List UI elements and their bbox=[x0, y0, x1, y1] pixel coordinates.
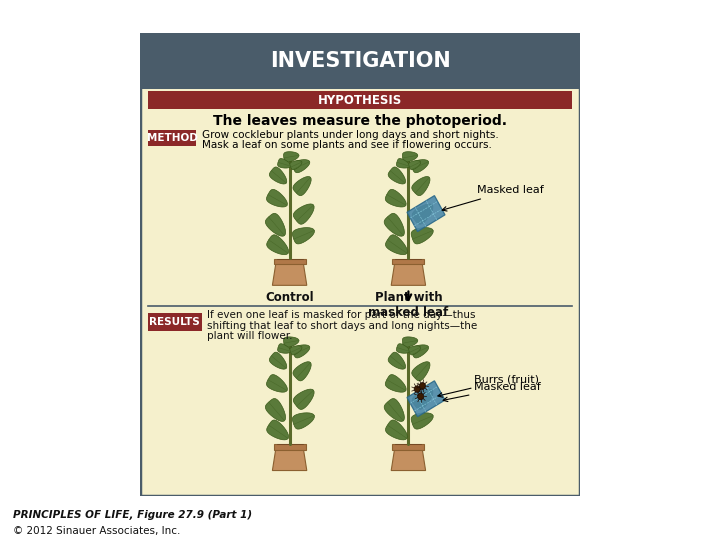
Polygon shape bbox=[397, 159, 410, 168]
Polygon shape bbox=[397, 344, 410, 353]
Text: The leaves measure the photoperiod.: The leaves measure the photoperiod. bbox=[213, 114, 507, 128]
Text: INVESTIGATION: INVESTIGATION bbox=[269, 51, 451, 71]
Polygon shape bbox=[384, 399, 405, 421]
Polygon shape bbox=[391, 449, 426, 470]
Polygon shape bbox=[407, 195, 445, 232]
Polygon shape bbox=[385, 420, 408, 440]
Polygon shape bbox=[293, 177, 311, 195]
FancyBboxPatch shape bbox=[148, 130, 197, 146]
Polygon shape bbox=[266, 399, 286, 421]
Text: Control: Control bbox=[265, 291, 314, 304]
Polygon shape bbox=[292, 160, 310, 173]
Polygon shape bbox=[409, 160, 420, 170]
Polygon shape bbox=[412, 204, 433, 224]
Polygon shape bbox=[278, 344, 291, 353]
Polygon shape bbox=[384, 213, 405, 236]
Text: METHOD: METHOD bbox=[147, 133, 197, 143]
Polygon shape bbox=[293, 389, 314, 409]
Polygon shape bbox=[412, 177, 430, 195]
FancyBboxPatch shape bbox=[274, 259, 305, 265]
Polygon shape bbox=[412, 389, 433, 409]
Polygon shape bbox=[269, 167, 287, 184]
Polygon shape bbox=[412, 362, 430, 381]
Polygon shape bbox=[388, 167, 405, 184]
FancyBboxPatch shape bbox=[148, 91, 572, 110]
Polygon shape bbox=[269, 352, 287, 369]
Polygon shape bbox=[266, 375, 287, 392]
Polygon shape bbox=[290, 346, 302, 355]
Polygon shape bbox=[409, 346, 420, 355]
Text: HYPOTHESIS: HYPOTHESIS bbox=[318, 93, 402, 106]
FancyBboxPatch shape bbox=[140, 33, 580, 89]
Polygon shape bbox=[292, 345, 310, 358]
Text: If even one leaf is masked for part of the day—thus: If even one leaf is masked for part of t… bbox=[207, 310, 475, 320]
Polygon shape bbox=[391, 264, 426, 285]
Polygon shape bbox=[278, 159, 291, 168]
Polygon shape bbox=[411, 413, 433, 429]
Text: Masked leaf: Masked leaf bbox=[443, 382, 541, 402]
Text: plant will flower.: plant will flower. bbox=[207, 331, 292, 341]
Polygon shape bbox=[411, 160, 428, 173]
Text: Burrs (fruit): Burrs (fruit) bbox=[438, 375, 539, 397]
Polygon shape bbox=[293, 362, 311, 381]
Circle shape bbox=[419, 382, 426, 389]
Polygon shape bbox=[290, 160, 302, 170]
FancyBboxPatch shape bbox=[392, 259, 424, 265]
Text: Figure 27.9  The Flowering Signal Moves from Leaf to Bud (Part 1): Figure 27.9 The Flowering Signal Moves f… bbox=[9, 14, 538, 29]
Polygon shape bbox=[266, 213, 286, 236]
Polygon shape bbox=[402, 337, 418, 347]
Polygon shape bbox=[272, 449, 307, 470]
Text: shifting that leaf to short days and long nights—the: shifting that leaf to short days and lon… bbox=[207, 321, 477, 330]
FancyBboxPatch shape bbox=[274, 444, 305, 450]
Polygon shape bbox=[292, 413, 315, 429]
Circle shape bbox=[418, 393, 424, 400]
Polygon shape bbox=[411, 345, 428, 358]
Polygon shape bbox=[272, 264, 307, 285]
Polygon shape bbox=[293, 204, 314, 224]
Polygon shape bbox=[266, 235, 289, 255]
Text: RESULTS: RESULTS bbox=[149, 317, 200, 327]
Polygon shape bbox=[407, 381, 445, 417]
Polygon shape bbox=[385, 190, 406, 207]
Polygon shape bbox=[385, 375, 406, 392]
FancyBboxPatch shape bbox=[140, 33, 580, 496]
FancyBboxPatch shape bbox=[392, 444, 424, 450]
FancyBboxPatch shape bbox=[148, 313, 202, 330]
Text: PRINCIPLES OF LIFE, Figure 27.9 (Part 1): PRINCIPLES OF LIFE, Figure 27.9 (Part 1) bbox=[13, 510, 252, 519]
Text: Mask a leaf on some plants and see if flowering occurs.: Mask a leaf on some plants and see if fl… bbox=[202, 140, 492, 150]
Text: Plant with: Plant with bbox=[374, 291, 442, 304]
Polygon shape bbox=[402, 152, 418, 162]
Polygon shape bbox=[284, 152, 299, 162]
Polygon shape bbox=[292, 227, 315, 244]
Polygon shape bbox=[385, 235, 408, 255]
Circle shape bbox=[414, 386, 420, 392]
Text: Masked leaf: Masked leaf bbox=[442, 185, 544, 211]
Polygon shape bbox=[266, 190, 287, 207]
Text: Grow cocklebur plants under long days and short nights.: Grow cocklebur plants under long days an… bbox=[202, 130, 498, 140]
Polygon shape bbox=[284, 337, 299, 347]
Polygon shape bbox=[411, 227, 433, 244]
Polygon shape bbox=[388, 352, 405, 369]
Polygon shape bbox=[266, 420, 289, 440]
Text: masked leaf: masked leaf bbox=[368, 306, 449, 319]
Text: © 2012 Sinauer Associates, Inc.: © 2012 Sinauer Associates, Inc. bbox=[13, 526, 180, 536]
